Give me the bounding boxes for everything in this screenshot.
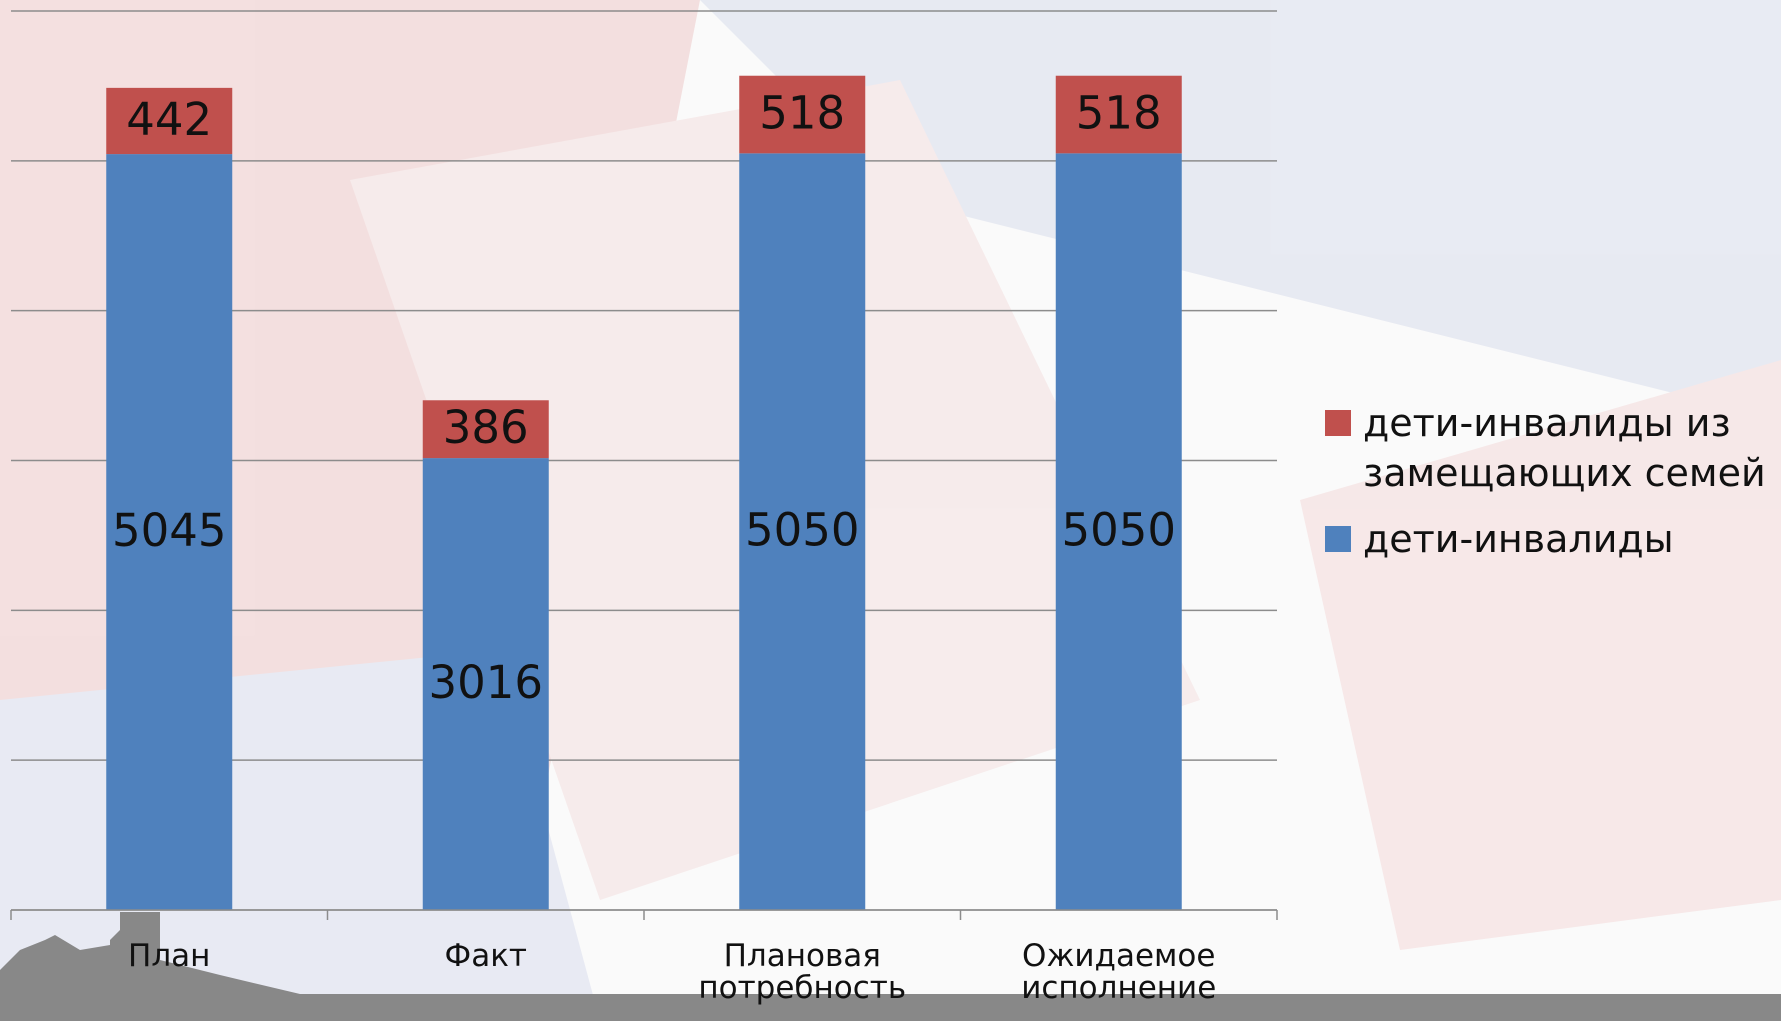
data-label: 442: [126, 93, 212, 146]
data-label: 5050: [745, 504, 860, 557]
legend-swatch: [1325, 410, 1351, 436]
legend-label: дети-инвалиды: [1363, 514, 1781, 564]
x-tick-label: Плановая потребность: [682, 940, 922, 1004]
data-label: 5050: [1061, 504, 1176, 557]
data-label: 3016: [428, 656, 543, 709]
x-tick-label: План: [49, 940, 289, 972]
background: [0, 0, 1781, 1021]
data-label: 518: [759, 87, 845, 140]
data-label: 386: [443, 401, 529, 454]
x-tick-label: Факт: [366, 940, 606, 972]
legend-label: дети-инвалиды из замещающих семей: [1363, 398, 1781, 498]
page: 5045 442 3016 386 5050 518 5050 518 План Факт Пла…: [0, 0, 1781, 1021]
data-label: 518: [1076, 87, 1162, 140]
x-tick-label: Ожидаемое исполнение: [999, 940, 1239, 1004]
data-label: 5045: [112, 504, 227, 557]
chart: 5045 442 3016 386 5050 518 5050 518: [0, 0, 1781, 1021]
legend-swatch: [1325, 526, 1351, 552]
